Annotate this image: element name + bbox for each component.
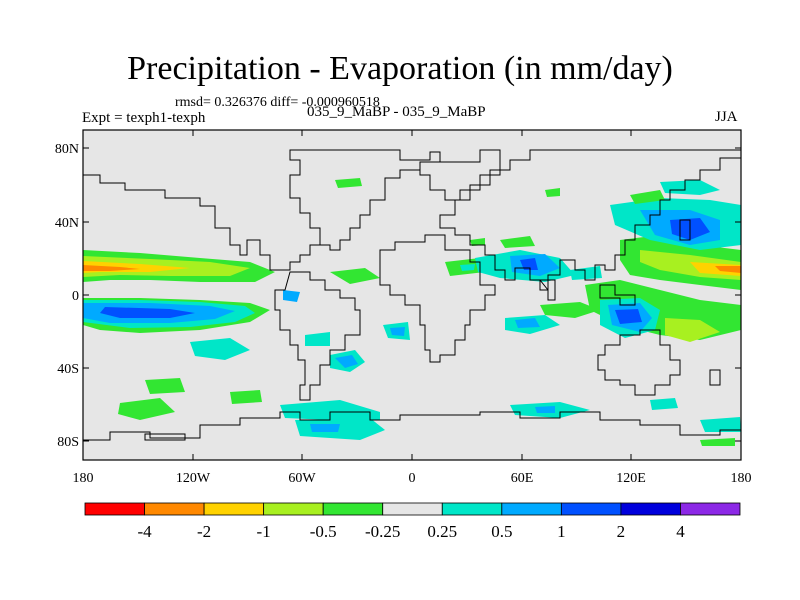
- colorbar-label: -1: [257, 522, 271, 541]
- colorbar-swatch: [84, 502, 145, 516]
- outline-australia: [597, 329, 681, 396]
- contour-natlantic-2: [470, 238, 485, 246]
- contour-nwpacific-3: [690, 262, 741, 276]
- outline-nz: [709, 369, 721, 386]
- colorbar-label: -2: [197, 522, 211, 541]
- outline-africa: [379, 234, 496, 363]
- lat-label: 80S: [57, 435, 79, 450]
- colorbar-swatch: [382, 502, 443, 516]
- outline-north-america: [83, 149, 441, 271]
- longitude-labels: 180 120W 60W 0 60E 120E 180: [73, 471, 752, 486]
- lon-label: 120W: [176, 471, 211, 486]
- colorbar-swatch: [620, 502, 681, 516]
- colorbar-label: 4: [676, 522, 685, 541]
- colorbar-label: -0.25: [365, 522, 400, 541]
- outline-japan: [679, 219, 691, 241]
- contour-samerica-3: [305, 332, 330, 346]
- contour-pacific-south-blue: [100, 307, 195, 318]
- contour-southern-3: [310, 424, 340, 432]
- contour-atlantic-1: [330, 268, 380, 284]
- map-panel: [82, 129, 742, 461]
- contour-storm-4: [660, 180, 720, 195]
- contour-wpacific-5: [665, 318, 720, 342]
- contour-southern-5: [535, 406, 555, 413]
- colorbar-labels: -4 -2 -1 -0.5 -0.25 0.25 0.5 1 2 4: [137, 522, 685, 541]
- outline-antarctic-island: [144, 433, 186, 441]
- colorbar-swatch: [680, 502, 741, 516]
- experiment-label: Expt = texph1-texph: [82, 110, 206, 126]
- lon-label: 60E: [511, 471, 534, 486]
- contour-patch-5: [283, 290, 300, 302]
- outline-greenland: [419, 149, 501, 201]
- plot-title: Precipitation - Evaporation (in mm/day): [127, 50, 673, 87]
- latitude-labels: 80N 40N 0 40S 80S: [55, 142, 79, 450]
- colorbar-swatch: [322, 502, 384, 516]
- contour-itcz-orange: [83, 265, 140, 271]
- case-label: 035_9_MaBP - 035_9_MaBP: [307, 104, 486, 120]
- contour-southern-8: [700, 438, 735, 446]
- contour-indian-6: [540, 302, 600, 318]
- contour-southern-6: [650, 398, 678, 410]
- contour-nwpacific-4: [715, 266, 741, 273]
- season-label: JJA: [715, 109, 738, 125]
- contour-samerica-2: [335, 355, 358, 368]
- contour-southern-1: [280, 400, 380, 420]
- colorbar-label: 0.5: [491, 522, 512, 541]
- contour-indian-7: [500, 236, 535, 248]
- outline-south-america: [274, 271, 361, 401]
- continent-outlines: [83, 149, 742, 441]
- contour-patch-4: [230, 390, 262, 404]
- lat-label: 0: [72, 289, 79, 304]
- contour-samerica-5: [390, 327, 405, 336]
- colorbar-swatch: [263, 502, 324, 516]
- colorbar-swatch: [501, 502, 562, 516]
- outline-antarctica: [83, 411, 741, 441]
- contour-atlantic-3: [460, 264, 475, 271]
- outline-se-asia: [599, 284, 636, 306]
- contour-indian-3: [520, 258, 538, 270]
- contour-wpacific-4: [615, 309, 642, 324]
- colorbar: [84, 502, 741, 516]
- contour-indian-5: [515, 318, 540, 328]
- colorbar-label: 2: [617, 522, 626, 541]
- colorbar-swatch: [441, 502, 503, 516]
- outline-india: [538, 279, 556, 301]
- colorbar-label: 0.25: [427, 522, 457, 541]
- colorbar-swatch: [560, 502, 622, 516]
- contour-natlantic-1: [335, 178, 362, 188]
- contour-patch-2: [145, 378, 185, 394]
- contour-southern-2: [295, 418, 385, 440]
- lat-label: 40N: [55, 216, 79, 231]
- rmsd-diff-stats: rmsd= 0.326376 diff= -0.000960518: [175, 95, 380, 110]
- axis-ticks: [82, 130, 742, 460]
- lon-label: 180: [73, 471, 94, 486]
- contour-natlantic-3: [545, 188, 560, 197]
- colorbar-swatch: [144, 502, 205, 516]
- lon-label: 60W: [288, 471, 316, 486]
- lon-label: 180: [731, 471, 752, 486]
- lat-label: 80N: [55, 142, 79, 157]
- lon-label: 120E: [616, 471, 646, 486]
- contour-southern-7: [700, 417, 741, 432]
- colorbar-swatch: [203, 502, 265, 516]
- colorbar-label: -4: [137, 522, 152, 541]
- lon-label: 0: [409, 471, 416, 486]
- lat-label: 40S: [57, 362, 79, 377]
- contour-storm-5: [630, 190, 665, 204]
- outline-eurasia: [439, 149, 742, 291]
- contour-patch-1: [190, 338, 250, 360]
- colorbar-label: 1: [557, 522, 566, 541]
- contour-patch-3: [118, 398, 175, 420]
- colorbar-label: -0.5: [310, 522, 337, 541]
